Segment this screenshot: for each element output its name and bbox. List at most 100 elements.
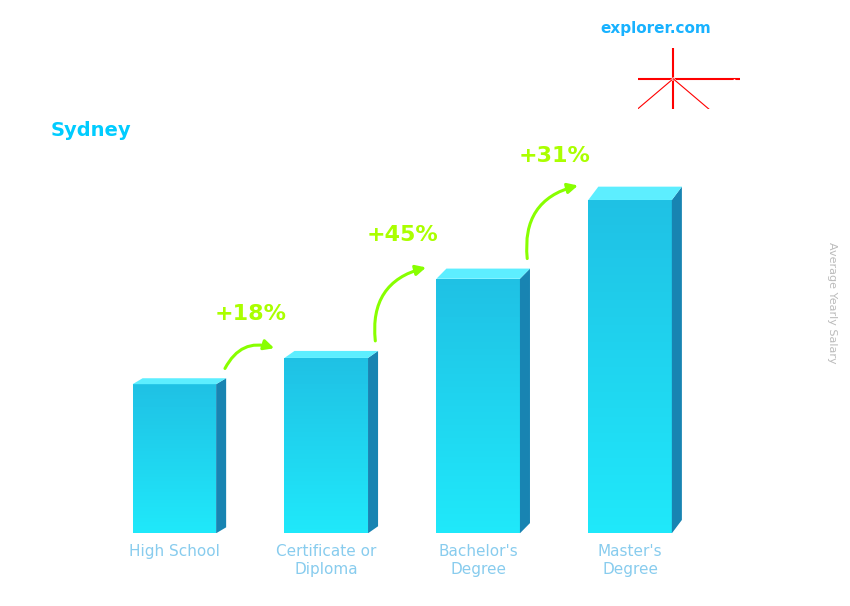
Bar (285, 529, 368, 533)
Bar (436, 342, 520, 348)
Bar (588, 233, 672, 242)
Polygon shape (133, 378, 226, 384)
Bar (133, 481, 216, 485)
Bar (285, 376, 368, 380)
Bar (436, 330, 520, 336)
Bar (285, 450, 368, 454)
Bar (588, 442, 672, 450)
Bar (133, 433, 216, 436)
Bar (133, 459, 216, 462)
Bar (133, 530, 216, 533)
Bar (285, 476, 368, 481)
Bar (133, 492, 216, 496)
Bar (588, 500, 672, 508)
Bar (133, 391, 216, 395)
Bar (436, 298, 520, 304)
Bar (436, 317, 520, 324)
Bar (436, 482, 520, 488)
Bar (436, 514, 520, 521)
Bar (285, 424, 368, 428)
Text: salary: salary (536, 21, 588, 36)
Bar (133, 418, 216, 422)
Bar (588, 391, 672, 400)
Bar (133, 399, 216, 403)
Bar (285, 437, 368, 441)
Bar (285, 358, 368, 362)
Text: Catering Manager: Catering Manager (51, 88, 226, 107)
Bar (133, 514, 216, 518)
Bar (133, 526, 216, 530)
Bar (436, 387, 520, 393)
Bar (133, 470, 216, 474)
Bar (133, 429, 216, 433)
Bar (133, 485, 216, 488)
Bar (588, 291, 672, 300)
Bar (285, 520, 368, 525)
Bar (285, 380, 368, 384)
Text: 86,800 AUD: 86,800 AUD (286, 331, 373, 346)
Bar (285, 393, 368, 398)
Bar (285, 511, 368, 516)
Bar (133, 403, 216, 407)
Bar (588, 308, 672, 316)
Bar (436, 310, 520, 317)
Bar (133, 478, 216, 481)
Polygon shape (520, 268, 530, 533)
Text: 165,000 AUD: 165,000 AUD (585, 167, 682, 182)
Bar (133, 407, 216, 410)
Bar (133, 522, 216, 526)
Bar (133, 462, 216, 466)
Bar (133, 511, 216, 514)
Bar (133, 448, 216, 451)
Polygon shape (368, 351, 378, 533)
Text: +18%: +18% (214, 304, 286, 324)
Bar (285, 445, 368, 450)
Bar (588, 267, 672, 275)
Bar (436, 336, 520, 342)
Bar (285, 463, 368, 468)
Bar (588, 467, 672, 475)
Bar (588, 208, 672, 216)
FancyArrowPatch shape (527, 184, 575, 259)
Bar (285, 362, 368, 367)
Polygon shape (216, 378, 226, 533)
Bar (588, 383, 672, 391)
Bar (436, 400, 520, 406)
Polygon shape (285, 351, 378, 358)
Bar (133, 388, 216, 391)
Bar (133, 422, 216, 425)
Bar (285, 441, 368, 445)
Bar (285, 459, 368, 463)
Bar (436, 470, 520, 476)
Bar (436, 324, 520, 330)
Bar (588, 475, 672, 484)
Bar (133, 507, 216, 511)
Bar (436, 488, 520, 495)
Bar (285, 398, 368, 402)
Bar (285, 525, 368, 529)
Bar (285, 502, 368, 507)
FancyArrowPatch shape (225, 341, 271, 368)
Bar (133, 414, 216, 418)
Bar (285, 468, 368, 472)
Bar (588, 250, 672, 258)
Bar (133, 451, 216, 455)
Bar (436, 412, 520, 419)
Bar (588, 484, 672, 491)
Bar (588, 225, 672, 233)
Bar (285, 490, 368, 494)
Bar (588, 284, 672, 291)
Bar (133, 440, 216, 444)
Bar (436, 419, 520, 425)
Bar (285, 428, 368, 433)
Bar (285, 485, 368, 490)
Bar (285, 498, 368, 502)
Bar (133, 436, 216, 440)
Bar (285, 516, 368, 520)
Bar (133, 488, 216, 492)
Bar (436, 355, 520, 361)
Bar (436, 457, 520, 463)
Bar (436, 495, 520, 502)
Bar (285, 419, 368, 424)
Bar (588, 300, 672, 308)
